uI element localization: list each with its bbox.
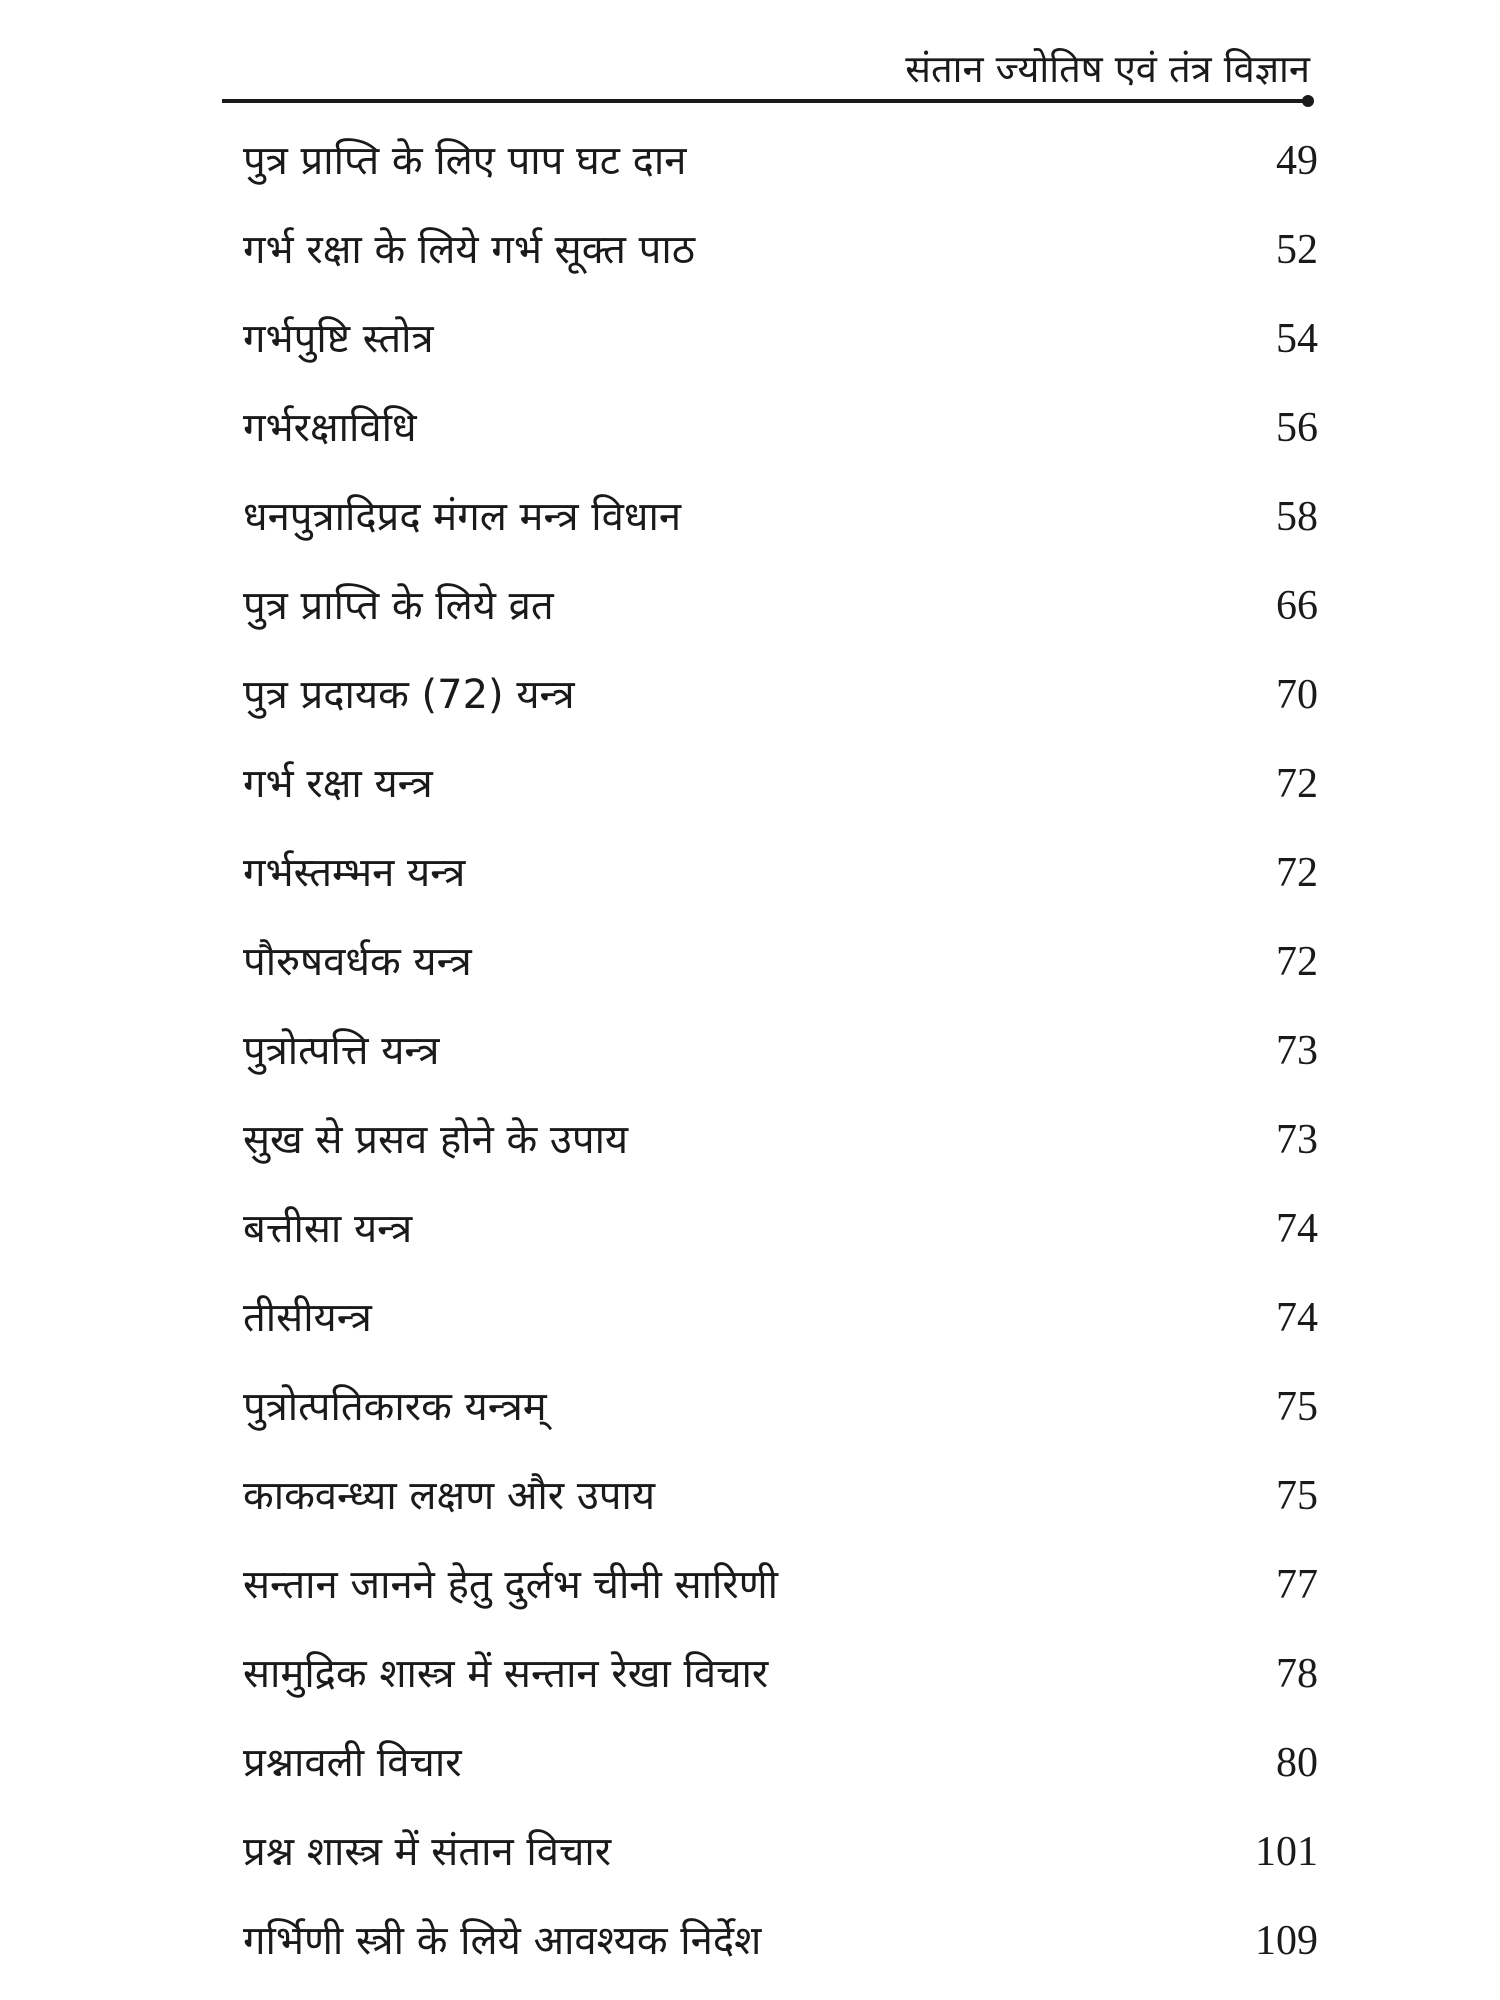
toc-entry-page-number: 109: [1255, 1918, 1318, 1964]
toc-entry-page-number: 58: [1276, 494, 1318, 540]
toc-entry-title: बत्तीसा यन्त्र: [243, 1206, 413, 1252]
toc-entry: पुत्र प्रदायक (72) यन्त्र 70: [243, 664, 1318, 753]
toc-entry: गर्भ रक्षा यन्त्र 72: [243, 753, 1318, 842]
toc-entry: प्रश्न शास्त्र में संतान विचार 101: [243, 1821, 1318, 1910]
toc-entry: गर्भिणी स्त्री के लिये आवश्यक निर्देश 109: [243, 1910, 1318, 1999]
toc-entry: पुत्र प्राप्ति के लिये व्रत 66: [243, 575, 1318, 664]
toc-entry: पौरुषवर्धक यन्त्र 72: [243, 931, 1318, 1020]
toc-entry: सामुद्रिक शास्त्र में सन्तान रेखा विचार 7…: [243, 1643, 1318, 1732]
toc-entry-page-number: 80: [1276, 1740, 1318, 1786]
toc-entry: तीसीयन्त्र 74: [243, 1287, 1318, 1376]
toc-entry-page-number: 70: [1276, 672, 1318, 718]
toc-entry-title: पुत्र प्रदायक (72) यन्त्र: [243, 672, 575, 718]
toc-entry: पुत्रोत्पत्ति यन्त्र 73: [243, 1020, 1318, 1109]
toc-entry-title: पुत्रोत्पत्ति यन्त्र: [243, 1028, 440, 1074]
toc-entry: गर्भरक्षाविधि 56: [243, 397, 1318, 486]
toc-entry-title: प्रश्नावली विचार: [243, 1740, 462, 1786]
toc-entry-page-number: 78: [1276, 1651, 1318, 1697]
header-rule-end-dot: [1302, 95, 1314, 107]
toc-entry-title: गर्भिणी स्त्री के लिये आवश्यक निर्देश: [243, 1918, 762, 1964]
toc-entry-title: गर्भ रक्षा के लिये गर्भ सूक्त पाठ: [243, 227, 695, 273]
toc-entry-page-number: 49: [1276, 138, 1318, 184]
toc-entry-page-number: 77: [1276, 1562, 1318, 1608]
header-rule: [222, 99, 1308, 103]
toc-entry-page-number: 75: [1276, 1473, 1318, 1519]
toc-entry-title: गर्भपुष्टि स्तोत्र: [243, 316, 434, 362]
toc-entry: धनपुत्रादिप्रद मंगल मन्त्र विधान 58: [243, 486, 1318, 575]
toc-entry-title: सन्तान जानने हेतु दुर्लभ चीनी सारिणी: [243, 1562, 778, 1608]
toc-entry-title: तीसीयन्त्र: [243, 1295, 372, 1341]
toc-entry-page-number: 72: [1276, 761, 1318, 807]
toc-entry-title: पुत्र प्राप्ति के लिए पाप घट दान: [243, 138, 687, 184]
toc-entry-page-number: 72: [1276, 850, 1318, 896]
toc-entry-title: सामुद्रिक शास्त्र में सन्तान रेखा विचार: [243, 1651, 769, 1697]
toc-entry-page-number: 54: [1276, 316, 1318, 362]
toc-entry-page-number: 56: [1276, 405, 1318, 451]
toc-entry-title: धनपुत्रादिप्रद मंगल मन्त्र विधान: [243, 494, 682, 540]
toc-entry-title: गर्भस्तम्भन यन्त्र: [243, 850, 466, 896]
toc-entry: सुख से प्रसव होने के उपाय 73: [243, 1109, 1318, 1198]
toc-entry: सन्तान जानने हेतु दुर्लभ चीनी सारिणी 77: [243, 1554, 1318, 1643]
toc-entry: पुत्रोत्पतिकारक यन्त्रम् 75: [243, 1376, 1318, 1465]
toc-entry-page-number: 75: [1276, 1384, 1318, 1430]
toc-entry: काकवन्ध्या लक्षण और उपाय 75: [243, 1465, 1318, 1554]
toc-entry-page-number: 74: [1276, 1295, 1318, 1341]
toc-entry-page-number: 73: [1276, 1028, 1318, 1074]
toc-entry-page-number: 74: [1276, 1206, 1318, 1252]
toc-entry-page-number: 72: [1276, 939, 1318, 985]
toc-entry: गर्भस्तम्भन यन्त्र 72: [243, 842, 1318, 931]
toc-entry: पुत्र प्राप्ति के लिए पाप घट दान 49: [243, 130, 1318, 219]
toc-entry: बत्तीसा यन्त्र 74: [243, 1198, 1318, 1287]
toc-entry-title: गर्भरक्षाविधि: [243, 405, 417, 451]
toc-entry-title: पुत्र प्राप्ति के लिये व्रत: [243, 583, 554, 629]
toc-entry-page-number: 66: [1276, 583, 1318, 629]
toc-entry: गर्भपुष्टि स्तोत्र 54: [243, 308, 1318, 397]
toc-entry: गर्भ रक्षा के लिये गर्भ सूक्त पाठ 52: [243, 219, 1318, 308]
toc-entry-title: सुख से प्रसव होने के उपाय: [243, 1117, 629, 1163]
toc-entry-title: काकवन्ध्या लक्षण और उपाय: [243, 1473, 656, 1519]
toc-entry-page-number: 52: [1276, 227, 1318, 273]
toc-entry-page-number: 101: [1255, 1829, 1318, 1875]
toc-entry: प्रश्नावली विचार 80: [243, 1732, 1318, 1821]
toc-entry-title: प्रश्न शास्त्र में संतान विचार: [243, 1829, 612, 1875]
running-header-title: संतान ज्योतिष एवं तंत्र विज्ञान: [905, 47, 1310, 91]
toc-entry-page-number: 73: [1276, 1117, 1318, 1163]
table-of-contents: पुत्र प्राप्ति के लिए पाप घट दान 49 गर्भ र…: [243, 130, 1318, 1999]
toc-entry-title: पुत्रोत्पतिकारक यन्त्रम्: [243, 1384, 547, 1430]
toc-entry-title: गर्भ रक्षा यन्त्र: [243, 761, 433, 807]
toc-entry-title: पौरुषवर्धक यन्त्र: [243, 939, 472, 985]
